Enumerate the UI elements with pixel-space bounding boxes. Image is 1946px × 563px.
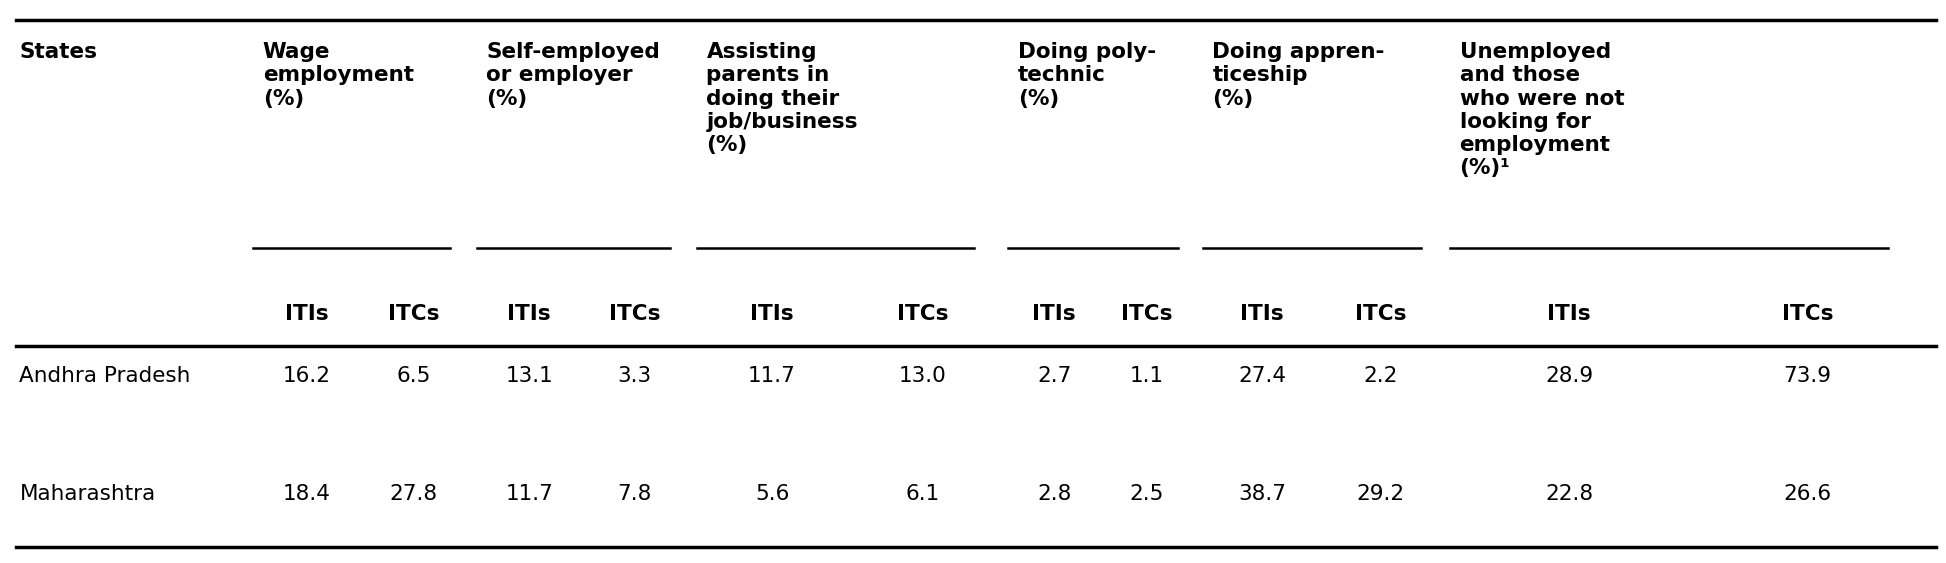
Text: ITIs: ITIs [1547,304,1590,324]
Text: 13.1: 13.1 [506,365,553,386]
Text: Maharashtra: Maharashtra [19,484,156,504]
Text: 2.8: 2.8 [1037,484,1072,504]
Text: 18.4: 18.4 [282,484,331,504]
Text: 29.2: 29.2 [1356,484,1405,504]
Text: 26.6: 26.6 [1783,484,1831,504]
Text: 11.7: 11.7 [506,484,553,504]
Text: Assisting
parents in
doing their
job/business
(%): Assisting parents in doing their job/bus… [706,42,858,155]
Text: ITCs: ITCs [609,304,660,324]
Text: 1.1: 1.1 [1129,365,1164,386]
Text: 28.9: 28.9 [1545,365,1594,386]
Text: Doing appren-
ticeship
(%): Doing appren- ticeship (%) [1212,42,1386,109]
Text: 13.0: 13.0 [899,365,948,386]
Text: Andhra Pradesh: Andhra Pradesh [19,365,191,386]
Text: ITIs: ITIs [284,304,329,324]
Text: 22.8: 22.8 [1545,484,1594,504]
Text: Unemployed
and those
who were not
looking for
employment
(%)¹: Unemployed and those who were not lookin… [1460,42,1625,178]
Text: 11.7: 11.7 [747,365,796,386]
Text: ITCs: ITCs [897,304,948,324]
Text: 6.5: 6.5 [397,365,430,386]
Text: ITIs: ITIs [508,304,551,324]
Text: ITCs: ITCs [387,304,440,324]
Text: 3.3: 3.3 [617,365,652,386]
Text: 73.9: 73.9 [1783,365,1831,386]
Text: ITCs: ITCs [1354,304,1407,324]
Text: ITCs: ITCs [1783,304,1833,324]
Text: ITIs: ITIs [1033,304,1076,324]
Text: 5.6: 5.6 [755,484,790,504]
Text: 16.2: 16.2 [282,365,331,386]
Text: 7.8: 7.8 [617,484,652,504]
Text: ITIs: ITIs [1240,304,1284,324]
Text: 2.2: 2.2 [1364,365,1397,386]
Text: ITIs: ITIs [751,304,794,324]
Text: 2.5: 2.5 [1129,484,1164,504]
Text: 2.7: 2.7 [1037,365,1072,386]
Text: ITCs: ITCs [1121,304,1171,324]
Text: 27.4: 27.4 [1238,365,1286,386]
Text: Wage
employment
(%): Wage employment (%) [263,42,414,109]
Text: 38.7: 38.7 [1238,484,1286,504]
Text: 6.1: 6.1 [905,484,940,504]
Text: 27.8: 27.8 [389,484,438,504]
Text: States: States [19,42,97,62]
Text: Doing poly-
technic
(%): Doing poly- technic (%) [1018,42,1156,109]
Text: Self-employed
or employer
(%): Self-employed or employer (%) [486,42,660,109]
